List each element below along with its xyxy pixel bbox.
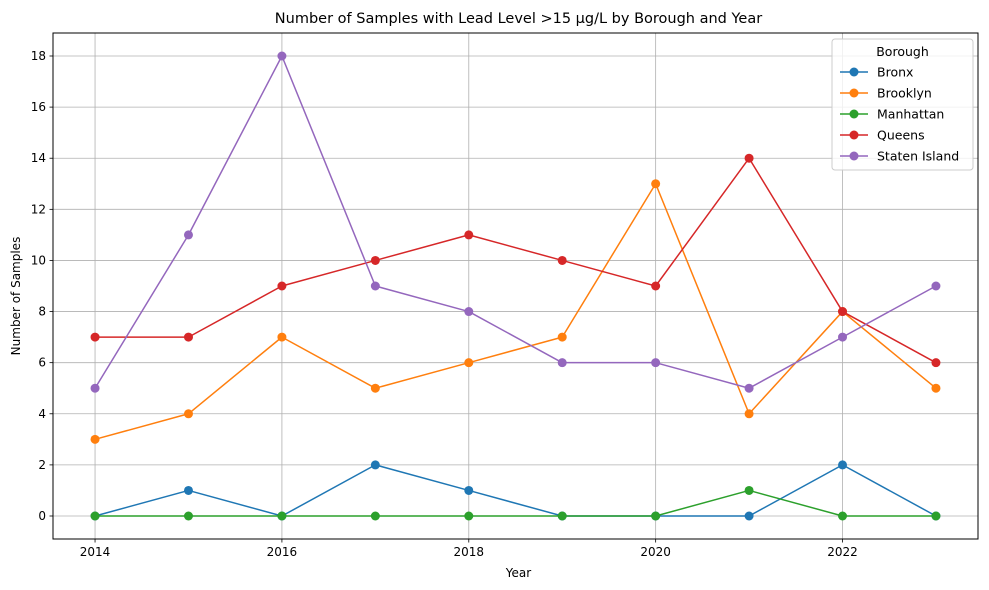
data-point-staten-island bbox=[370, 281, 380, 291]
legend-swatch-marker-brooklyn bbox=[849, 88, 859, 98]
data-point-brooklyn bbox=[277, 332, 287, 342]
data-point-queens bbox=[838, 307, 848, 317]
series-layer bbox=[90, 51, 941, 521]
data-point-queens bbox=[183, 332, 193, 342]
y-tick-label: 0 bbox=[38, 509, 46, 523]
data-point-staten-island bbox=[183, 230, 193, 240]
data-point-staten-island bbox=[464, 307, 474, 317]
y-tick-label: 10 bbox=[31, 253, 46, 267]
data-point-bronx bbox=[838, 460, 848, 470]
legend-label-bronx: Bronx bbox=[877, 65, 913, 80]
data-point-brooklyn bbox=[931, 383, 941, 393]
legend-swatch-marker-manhattan bbox=[849, 109, 859, 119]
data-point-queens bbox=[277, 281, 287, 291]
legend-label-queens: Queens bbox=[877, 128, 925, 143]
x-axis-label: Year bbox=[505, 566, 531, 580]
data-point-brooklyn bbox=[183, 409, 193, 419]
data-point-manhattan bbox=[464, 511, 474, 521]
data-point-manhattan bbox=[651, 511, 661, 521]
data-point-queens bbox=[744, 153, 754, 163]
data-point-staten-island bbox=[90, 383, 100, 393]
series-line-staten-island bbox=[94, 55, 937, 389]
plot-frame bbox=[52, 32, 979, 540]
y-tick-label: 2 bbox=[38, 458, 46, 472]
data-point-queens bbox=[651, 281, 661, 291]
y-tick-label: 8 bbox=[38, 305, 46, 319]
y-tick-label: 4 bbox=[38, 407, 46, 421]
data-point-manhattan bbox=[183, 511, 193, 521]
x-tick-label: 2014 bbox=[80, 545, 111, 559]
x-tick-label: 2018 bbox=[454, 545, 485, 559]
y-tick-label: 16 bbox=[31, 100, 46, 114]
data-point-staten-island bbox=[931, 281, 941, 291]
legend-swatch-marker-queens bbox=[849, 130, 859, 140]
data-point-queens bbox=[90, 332, 100, 342]
data-point-queens bbox=[931, 358, 941, 368]
legend-swatch-marker-bronx bbox=[849, 67, 859, 77]
y-tick-label: 18 bbox=[31, 49, 46, 63]
legend-label-staten-island: Staten Island bbox=[877, 149, 959, 164]
data-point-bronx bbox=[183, 485, 193, 495]
legend-swatch-marker-staten-island bbox=[849, 151, 859, 161]
data-point-manhattan bbox=[744, 485, 754, 495]
data-point-queens bbox=[464, 230, 474, 240]
x-tick-label: 2016 bbox=[267, 545, 298, 559]
data-point-brooklyn bbox=[370, 383, 380, 393]
x-tick-label: 2022 bbox=[827, 545, 858, 559]
data-point-manhattan bbox=[931, 511, 941, 521]
data-point-staten-island bbox=[651, 358, 661, 368]
data-point-brooklyn bbox=[744, 409, 754, 419]
data-point-staten-island bbox=[557, 358, 567, 368]
data-point-queens bbox=[557, 255, 567, 265]
data-point-manhattan bbox=[90, 511, 100, 521]
series-line-manhattan bbox=[95, 489, 936, 517]
legend-label-manhattan: Manhattan bbox=[877, 107, 944, 122]
chart-title: Number of Samples with Lead Level >15 µg… bbox=[275, 11, 762, 27]
data-point-manhattan bbox=[277, 511, 287, 521]
data-point-staten-island bbox=[744, 383, 754, 393]
data-point-queens bbox=[370, 255, 380, 265]
data-point-brooklyn bbox=[90, 434, 100, 444]
series-line-queens bbox=[95, 157, 937, 364]
data-point-manhattan bbox=[838, 511, 848, 521]
data-point-manhattan bbox=[370, 511, 380, 521]
y-tick-label: 6 bbox=[38, 356, 46, 370]
data-point-brooklyn bbox=[651, 179, 661, 189]
series-line-bronx bbox=[94, 464, 937, 517]
data-point-staten-island bbox=[277, 51, 287, 61]
data-point-brooklyn bbox=[464, 358, 474, 368]
legend-title: Borough bbox=[876, 44, 929, 59]
x-tick-label: 2020 bbox=[640, 545, 671, 559]
legend-label-brooklyn: Brooklyn bbox=[877, 86, 932, 101]
y-tick-label: 12 bbox=[31, 202, 46, 216]
data-point-manhattan bbox=[557, 511, 567, 521]
data-point-bronx bbox=[464, 485, 474, 495]
series-bronx bbox=[90, 460, 941, 521]
series-manhattan bbox=[90, 485, 941, 521]
data-point-staten-island bbox=[838, 332, 848, 342]
data-point-brooklyn bbox=[557, 332, 567, 342]
series-queens bbox=[90, 153, 941, 368]
data-point-bronx bbox=[370, 460, 380, 470]
y-axis-label: Number of Samples bbox=[9, 237, 23, 356]
axis-ticks: 2014 2016 2018 2020 2022 0 2 4 6 8 10 12 14 16 18 bbox=[31, 49, 858, 559]
data-point-bronx bbox=[744, 511, 754, 521]
y-tick-label: 14 bbox=[31, 151, 46, 165]
legend: Borough Bronx Brooklyn Manhattan Queens State… bbox=[831, 38, 974, 171]
series-staten-island bbox=[90, 51, 941, 393]
